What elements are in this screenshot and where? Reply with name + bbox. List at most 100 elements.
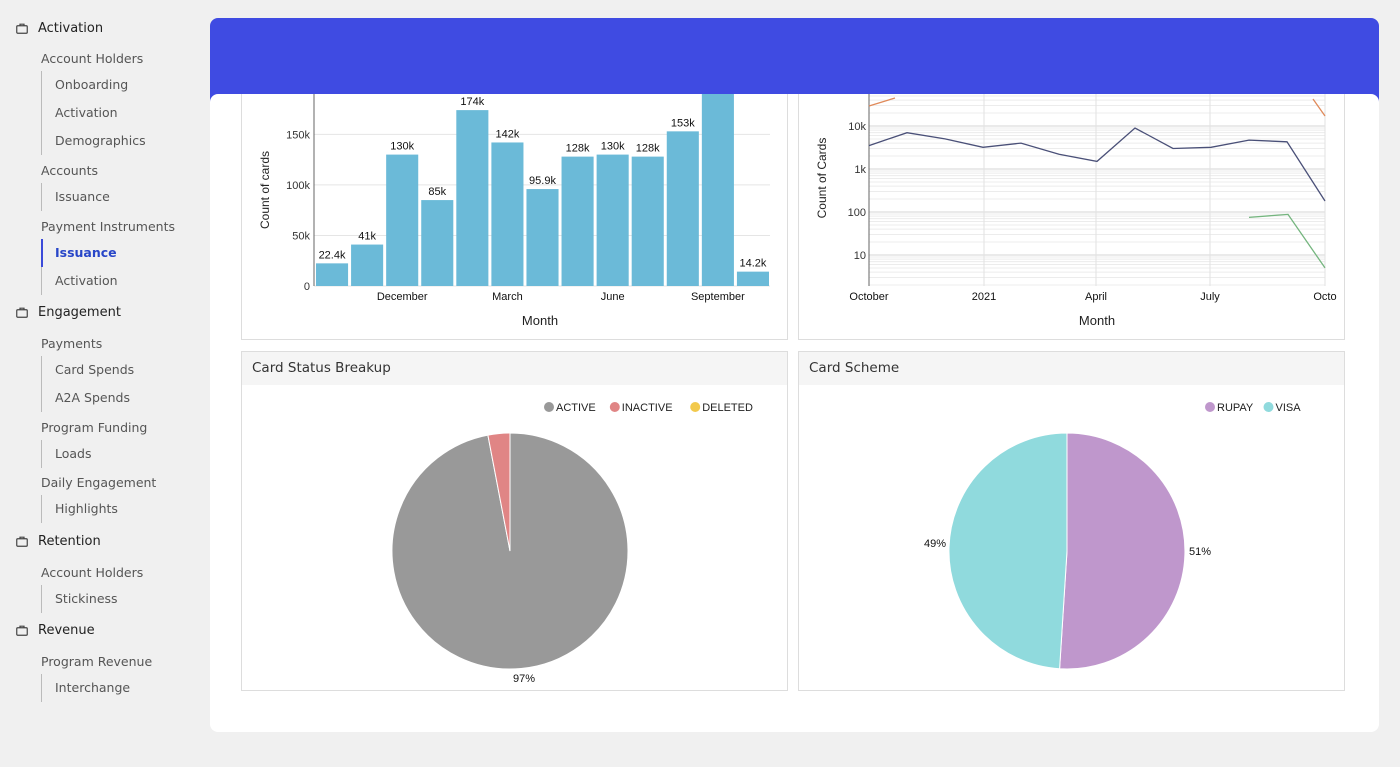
- sidebar-item-activation[interactable]: Activation: [41, 267, 191, 295]
- y-tick-label: 100: [848, 207, 866, 219]
- x-axis-label: Month: [522, 313, 558, 328]
- bar-data-label: 95.9k: [529, 175, 556, 187]
- series-line[interactable]: [1312, 98, 1326, 117]
- cards-issued-bar-chart: 0 50k 100k 150k 22.4k 41k 130k 85k 174k 142k 95.9k…: [258, 94, 770, 328]
- bar[interactable]: [421, 200, 454, 286]
- sidebar-section-engagement[interactable]: Engagement: [16, 305, 121, 320]
- bar[interactable]: [386, 154, 419, 286]
- x-tick-label: October: [849, 291, 888, 303]
- sidebar-item-highlights[interactable]: Highlights: [41, 495, 191, 523]
- legend-swatch: [544, 402, 554, 412]
- dashboard-content: 0 50k 100k 150k 22.4k 41k 130k 85k 174k 142k 95.9k…: [210, 94, 1379, 732]
- series-line[interactable]: [868, 97, 896, 107]
- sidebar-section-activation[interactable]: Activation: [16, 21, 103, 36]
- legend-swatch: [609, 402, 620, 412]
- y-axis-label: Count of cards: [258, 151, 272, 229]
- bar-data-label: 153k: [671, 117, 695, 129]
- legend-swatch: [1263, 402, 1274, 412]
- bar-data-label: 130k: [390, 141, 414, 153]
- bar-data-label: 14.2k: [740, 258, 767, 270]
- legend-label[interactable]: RUPAY: [1217, 402, 1254, 414]
- x-tick-label: June: [601, 291, 625, 303]
- pie-slice[interactable]: [487, 432, 511, 552]
- y-tick-label: 150k: [286, 129, 310, 141]
- bar[interactable]: [596, 154, 629, 286]
- bar[interactable]: [316, 263, 349, 286]
- bar[interactable]: [631, 156, 664, 286]
- sidebar-item-stickiness[interactable]: Stickiness: [41, 585, 191, 613]
- briefcase-icon: [16, 23, 28, 34]
- sidebar-item-issuance[interactable]: Issuance: [41, 239, 191, 267]
- bar[interactable]: [666, 131, 699, 286]
- bar[interactable]: [351, 244, 384, 286]
- sidebar-item-card-spends[interactable]: Card Spends: [41, 356, 191, 384]
- sidebar-item-interchange[interactable]: Interchange: [41, 674, 191, 702]
- y-tick-label: 10: [854, 250, 866, 262]
- bar[interactable]: [701, 94, 734, 286]
- cards-by-month-line-panel: October 2021 April July Octo 10 100 1k 10k Month C…: [798, 94, 1345, 340]
- sidebar-item-issuance[interactable]: Issuance: [41, 183, 191, 211]
- sidebar-group-label: Payment Instruments: [41, 219, 175, 234]
- y-axis-label: Count of Cards: [815, 138, 829, 219]
- legend-label[interactable]: DELETED: [702, 402, 753, 414]
- bar[interactable]: [736, 271, 769, 286]
- sidebar-item-a2a-spends[interactable]: A2A Spends: [41, 384, 191, 412]
- sidebar-group-label: Account Holders: [41, 51, 144, 66]
- sidebar-nav: Activation Account Holders Onboarding Activ…: [0, 0, 200, 767]
- bar[interactable]: [561, 156, 594, 286]
- sidebar-section-revenue[interactable]: Revenue: [16, 623, 95, 638]
- card-scheme-title: Card Scheme: [799, 352, 1344, 385]
- sidebar-group-label: Program Funding: [41, 420, 148, 435]
- series-line[interactable]: [1248, 213, 1326, 269]
- briefcase-icon: [16, 307, 28, 318]
- sidebar-item-loads[interactable]: Loads: [41, 440, 191, 468]
- y-tick-label: 50k: [292, 230, 310, 242]
- pie-data-label: 49%: [924, 538, 946, 550]
- bar-data-label: 128k: [636, 143, 660, 155]
- pie-data-label: 51%: [1189, 546, 1211, 558]
- legend-swatch: [690, 402, 701, 412]
- legend-label[interactable]: VISA: [1276, 402, 1302, 414]
- cards-issued-bar-panel: 0 50k 100k 150k 22.4k 41k 130k 85k 174k 142k 95.9k…: [241, 94, 788, 340]
- pie-slice[interactable]: [948, 432, 1068, 670]
- bar-data-label: 130k: [601, 141, 625, 153]
- briefcase-icon: [16, 625, 28, 636]
- y-tick-label: 1k: [854, 164, 866, 176]
- legend-label[interactable]: INACTIVE: [622, 402, 673, 414]
- sidebar-item-demographics[interactable]: Demographics: [41, 127, 191, 155]
- sidebar-item-activation[interactable]: Activation: [41, 99, 191, 127]
- cards-log-line-chart: October 2021 April July Octo 10 100 1k 10k Month C…: [815, 94, 1337, 328]
- bar-data-label: 41k: [358, 231, 376, 243]
- bar-data-label: 22.4k: [319, 249, 346, 261]
- legend-swatch: [1205, 402, 1215, 412]
- x-tick-label: December: [377, 291, 428, 303]
- x-tick-label: July: [1200, 291, 1220, 303]
- series-line[interactable]: [868, 127, 1326, 202]
- pie-slice[interactable]: [1059, 432, 1186, 670]
- bar-data-label: 85k: [428, 186, 446, 198]
- x-tick-label: Octo: [1313, 291, 1336, 303]
- bar[interactable]: [526, 189, 559, 286]
- sidebar-section-label: Retention: [38, 534, 101, 549]
- bar[interactable]: [491, 142, 524, 286]
- card-scheme-panel: Card Scheme RUPAY VISA 51% 49%: [798, 351, 1345, 691]
- sidebar-section-label: Revenue: [38, 623, 95, 638]
- sidebar-item-onboarding[interactable]: Onboarding: [41, 71, 191, 99]
- x-tick-label: March: [492, 291, 523, 303]
- x-tick-label: April: [1085, 291, 1107, 303]
- bar-data-label: 128k: [566, 143, 590, 155]
- briefcase-icon: [16, 536, 28, 547]
- y-tick-label: 10k: [848, 121, 866, 133]
- sidebar-group-label: Payments: [41, 336, 103, 351]
- x-tick-label: 2021: [972, 291, 996, 303]
- bar-data-label: 142k: [495, 128, 519, 140]
- y-tick-label: 100k: [286, 180, 310, 192]
- card-status-pie-chart: ACTIVE INACTIVE DELETED 97%: [391, 402, 753, 685]
- sidebar-section-label: Activation: [38, 21, 104, 36]
- pie-data-label: 97%: [513, 673, 535, 685]
- sidebar-section-retention[interactable]: Retention: [16, 534, 101, 549]
- bar[interactable]: [456, 110, 489, 286]
- legend-label[interactable]: ACTIVE: [556, 402, 596, 414]
- y-tick-label: 0: [304, 281, 310, 293]
- sidebar-group-label: Account Holders: [41, 565, 144, 580]
